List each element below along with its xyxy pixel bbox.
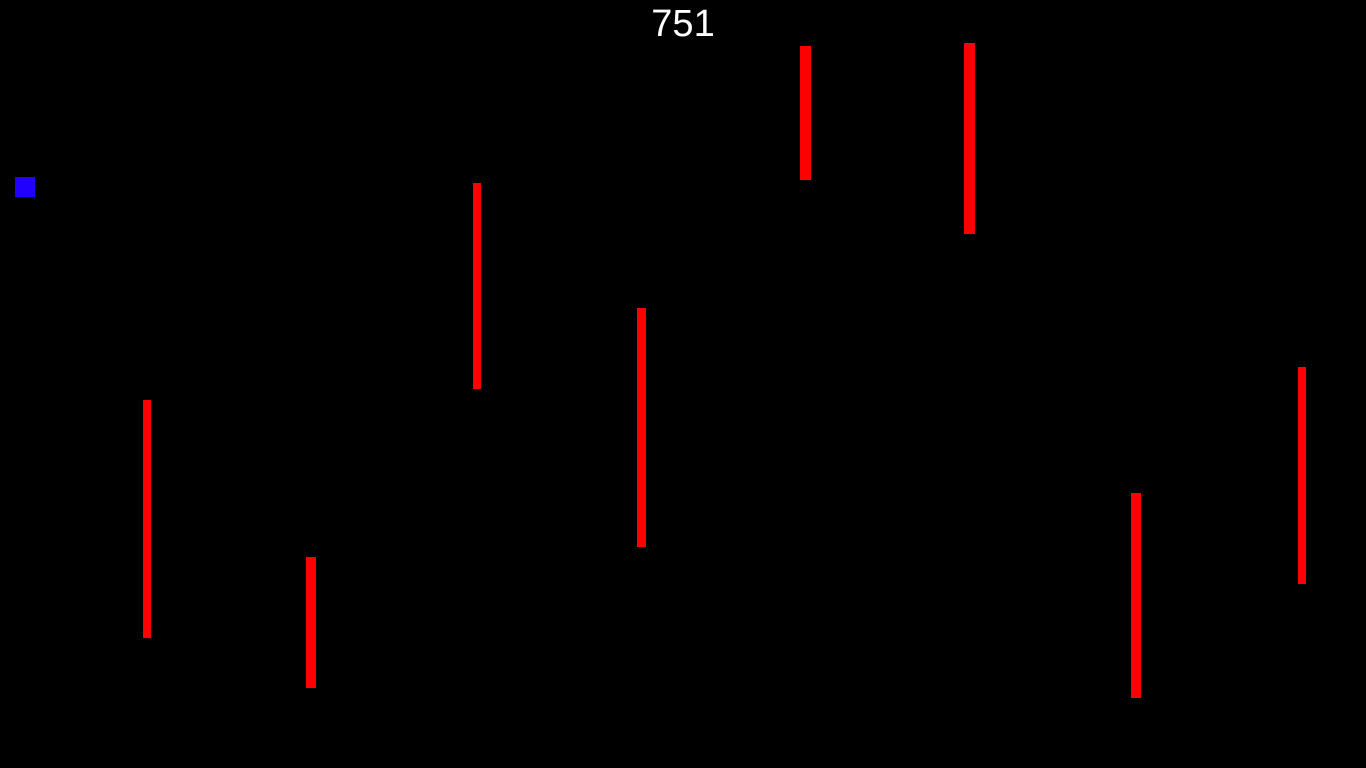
obstacle-bar (473, 183, 481, 389)
score-display: 751 (0, 2, 1366, 46)
obstacle-bar (306, 557, 316, 688)
player-square-icon (15, 177, 35, 197)
obstacle-bar (637, 308, 646, 547)
obstacle-bar (1298, 367, 1306, 584)
obstacle-bar (800, 46, 811, 180)
obstacle-bar (964, 43, 975, 234)
obstacle-bar (143, 400, 151, 638)
obstacle-bar (1131, 493, 1141, 698)
